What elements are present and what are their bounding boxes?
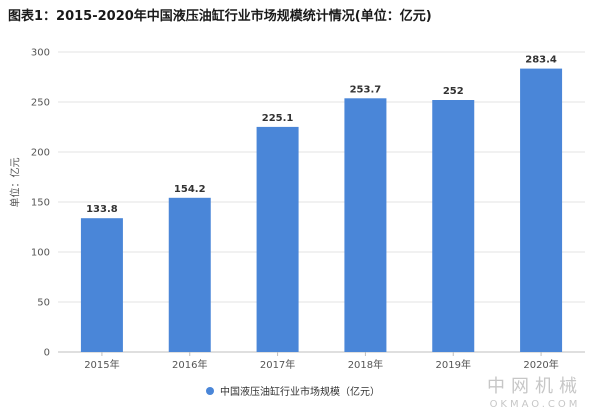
y-axis-label: 单位：亿元: [10, 157, 22, 208]
x-tick-label: 2015年: [84, 358, 119, 371]
bar: [344, 98, 387, 352]
x-tick-label: 2016年: [172, 358, 207, 371]
bar: [80, 218, 123, 352]
x-tick-label: 2020年: [523, 358, 558, 371]
data-label: 133.8: [86, 204, 118, 215]
legend-marker: [206, 386, 214, 395]
x-tick-label: 2017年: [260, 358, 295, 371]
legend: 中国液压油缸行业市场规模（亿元）: [206, 383, 380, 398]
y-tick-label: 50: [37, 298, 50, 309]
y-tick-label: 100: [31, 248, 50, 259]
watermark: 中网机械 OKMAO.COM: [487, 372, 583, 410]
y-tick-label: 200: [31, 148, 50, 159]
data-label: 252: [443, 86, 464, 97]
bar: [256, 126, 299, 353]
bar: [432, 100, 475, 352]
y-tick-label: 150: [31, 198, 50, 209]
bar: [168, 197, 211, 352]
data-label: 253.7: [350, 84, 382, 95]
legend-label: 中国液压油缸行业市场规模（亿元）: [220, 387, 380, 398]
watermark-url: OKMAO.COM: [489, 399, 581, 410]
bar: [520, 68, 563, 352]
data-label: 225.1: [262, 113, 294, 124]
y-tick-label: 300: [31, 48, 50, 59]
y-tick-label: 0: [44, 348, 50, 359]
data-label: 154.2: [174, 184, 206, 195]
data-label: 283.4: [525, 55, 557, 66]
y-tick-label: 250: [31, 98, 50, 109]
x-tick-label: 2019年: [436, 358, 471, 371]
chart-title: 图表1：2015-2020年中国液压油缸行业市场规模统计情况(单位：亿元): [8, 9, 432, 24]
watermark-text: 中网机械: [487, 376, 583, 397]
x-tick-label: 2018年: [348, 358, 383, 371]
